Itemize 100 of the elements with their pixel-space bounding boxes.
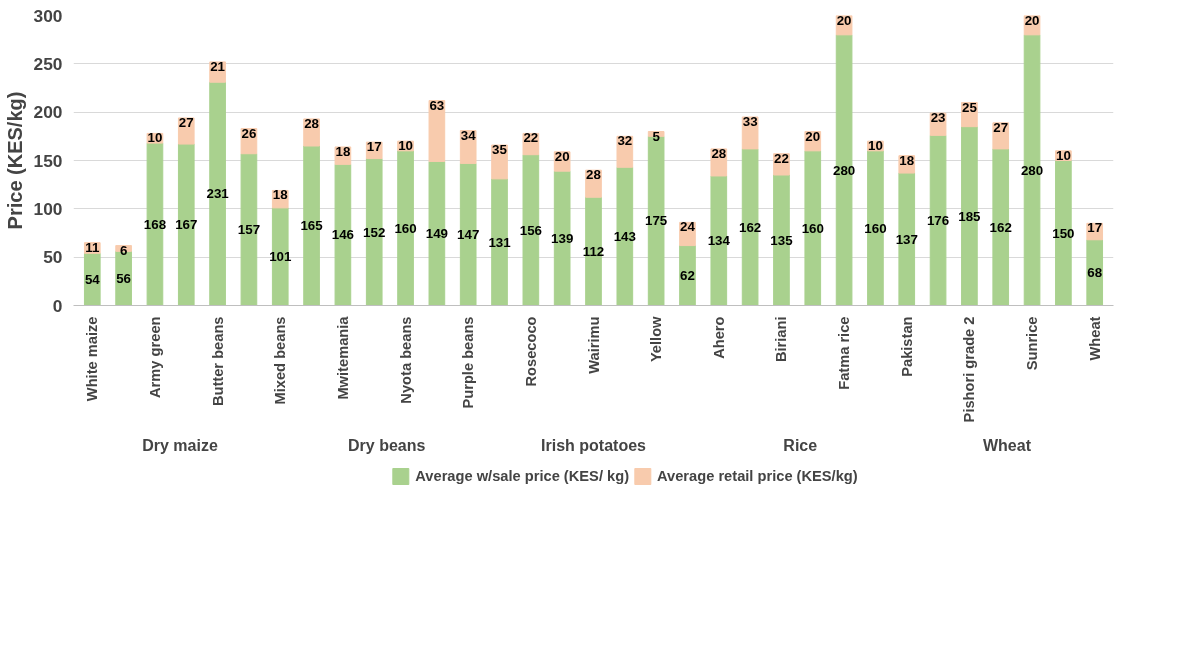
data-label: 22 (774, 150, 789, 166)
data-label: 176 (926, 212, 950, 228)
text: Wheat (982, 436, 1032, 454)
y-tick-label: 250 (33, 53, 63, 74)
x-tick-label: Butter beans (209, 316, 226, 407)
bar (1086, 239, 1104, 306)
y-tick-label: 300 (33, 5, 63, 26)
data-label: 18 (899, 152, 915, 168)
legend-label: Average w/sale price (KES/ kg) (415, 468, 630, 484)
y-tick-label: 100 (33, 198, 63, 219)
data-label: 20 (1024, 12, 1040, 28)
data-label: 18 (335, 143, 351, 159)
y-tick-label: 150 (33, 150, 63, 171)
data-label: 150 (1052, 225, 1075, 241)
data-label: 23 (930, 110, 946, 126)
data-label: 24 (680, 219, 696, 235)
bar (459, 162, 477, 306)
data-label: 10 (398, 138, 413, 154)
data-label: 28 (711, 145, 727, 161)
x-tick-label: Sunrice (1024, 316, 1041, 371)
bar (835, 34, 853, 306)
data-label: 160 (801, 220, 824, 236)
data-label: 22 (523, 130, 539, 146)
x-tick-label: White maize (84, 316, 101, 402)
bar (334, 163, 352, 306)
x-tick-label: Fatma rice (836, 316, 853, 390)
data-label: 56 (116, 270, 132, 286)
bar (428, 160, 446, 306)
data-label: 20 (554, 148, 570, 164)
data-label: 54 (84, 271, 101, 287)
data-label: 165 (300, 218, 324, 234)
data-label: 6 (119, 242, 128, 258)
data-label: 112 (582, 243, 605, 259)
x-tick-label: Wheat (1086, 316, 1103, 361)
x-tick-label: Nyota beans (397, 316, 414, 404)
text: Irish potatoes (541, 436, 647, 454)
text: Dry maize (142, 436, 218, 454)
x-tick-label: Ahero (710, 316, 727, 359)
data-label: 33 (742, 114, 758, 129)
data-label: 139 (551, 230, 574, 246)
x-tick-label: Wairimu (585, 316, 602, 374)
data-label: 68 (1087, 265, 1103, 281)
text: Dry beans (348, 436, 426, 454)
data-label: 20 (805, 128, 821, 144)
bar (522, 154, 540, 306)
data-label: 168 (143, 216, 167, 232)
y-tick-label: 50 (43, 247, 63, 268)
data-label: 10 (868, 138, 883, 154)
y-tick-label: 0 (52, 295, 63, 316)
x-tick-label: Biriani (773, 316, 790, 363)
data-label: 25 (961, 99, 978, 115)
data-label: 149 (425, 225, 448, 241)
data-label: 34 (460, 127, 477, 143)
data-label: 280 (832, 162, 856, 178)
bar (365, 158, 383, 306)
text: Rice (783, 436, 818, 454)
data-label: 157 (237, 222, 261, 238)
data-label: 21 (210, 58, 226, 74)
data-label: 146 (331, 227, 355, 243)
data-label: 5 (652, 128, 661, 144)
x-tick-label: Purple beans (460, 316, 477, 409)
data-label: 18 (272, 187, 288, 203)
data-label: 131 (488, 234, 512, 250)
data-label: 162 (989, 219, 1012, 235)
y-axis-title: Price (KES/kg) (3, 91, 26, 230)
data-label: 160 (864, 220, 887, 236)
data-label: 10 (1055, 147, 1071, 163)
data-label: 167 (175, 217, 198, 233)
data-label: 135 (770, 232, 794, 248)
data-label: 35 (492, 142, 508, 158)
bar (1023, 34, 1041, 306)
data-label: 17 (366, 139, 382, 155)
data-label: 26 (241, 125, 257, 141)
x-tick-label: Pishori grade 2 (961, 316, 978, 423)
bar (177, 143, 195, 306)
bar (741, 148, 759, 306)
data-label: 10 (147, 130, 163, 146)
data-label: 162 (739, 219, 762, 235)
data-label: 160 (394, 220, 417, 236)
bar (585, 196, 602, 306)
bar (992, 148, 1010, 306)
bar (240, 153, 258, 306)
bar (961, 126, 978, 306)
bar (271, 207, 289, 306)
data-label: 175 (645, 213, 668, 229)
data-label: 62 (680, 268, 695, 284)
bar (397, 150, 414, 306)
data-label: 27 (178, 114, 194, 130)
data-label: 28 (586, 167, 601, 183)
data-label: 17 (1087, 220, 1103, 236)
data-label: 156 (519, 222, 542, 238)
data-label: 147 (457, 226, 480, 242)
data-label: 137 (895, 231, 918, 247)
bar (553, 170, 571, 306)
bar (1055, 160, 1072, 306)
bar (710, 175, 728, 306)
x-tick-label: Pakistan (898, 316, 915, 377)
x-tick-label: Rosecoco (522, 316, 539, 387)
y-tick-label: 200 (33, 102, 63, 123)
bar (898, 172, 916, 306)
